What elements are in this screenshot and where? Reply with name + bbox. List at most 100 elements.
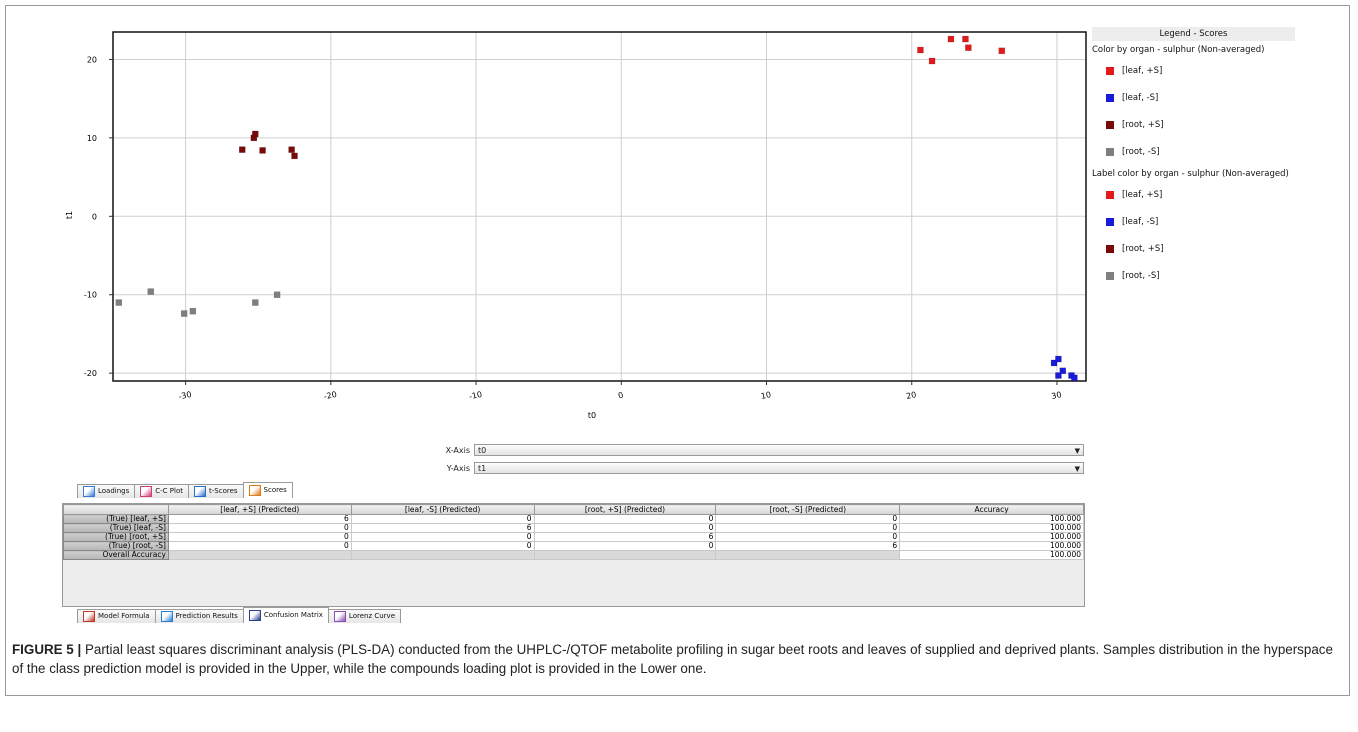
tab-label: Confusion Matrix <box>263 611 323 619</box>
x-tick-label: 0 <box>617 391 624 401</box>
column-header: [root, +S] (Predicted) <box>533 504 717 515</box>
tab-model-formula[interactable]: Model Formula <box>77 609 156 623</box>
legend-color-group-title: Color by organ - sulphur (Non-averaged) <box>1092 45 1265 55</box>
legend-item: [leaf, +S] <box>1092 181 1295 208</box>
table-cell: 6 <box>533 532 717 542</box>
table-cell: 0 <box>533 523 717 533</box>
x-tick-label: -10 <box>468 390 483 402</box>
table-row: (True) [root, +S] 0 0 6 0 100.000 <box>63 532 1084 542</box>
tab-label: Prediction Results <box>175 612 238 620</box>
legend-label: [leaf, -S] <box>1122 216 1159 227</box>
data-point <box>1059 367 1067 375</box>
y-tick-label: 10 <box>87 134 97 143</box>
data-point <box>1071 374 1078 382</box>
legend-item: [root, -S] <box>1092 138 1295 165</box>
legend-item: [leaf, -S] <box>1092 84 1295 111</box>
plot-area <box>113 32 1086 381</box>
x-tick-label: 30 <box>1051 390 1063 401</box>
data-point <box>965 44 972 51</box>
data-point <box>252 130 259 138</box>
table-cell: 6 <box>350 523 535 533</box>
y-tick-label: 0 <box>92 212 97 221</box>
tab-loadings[interactable]: Loadings <box>77 484 136 498</box>
column-header: [leaf, -S] (Predicted) <box>350 504 535 515</box>
data-point <box>1055 372 1062 379</box>
y-axis-label: Y-Axis <box>446 463 470 473</box>
table-cell: 0 <box>533 541 717 551</box>
tab-label: C-C Plot <box>155 487 183 495</box>
data-point <box>180 310 188 317</box>
data-point <box>962 35 969 43</box>
cc-plot-icon <box>140 486 153 497</box>
legend-swatch <box>1106 271 1114 280</box>
legend-swatch <box>1106 66 1114 75</box>
table-cell: 0 <box>715 523 901 533</box>
legend-swatch <box>1106 120 1114 129</box>
table-cell: 0 <box>350 532 535 542</box>
overall-accuracy-value: 100.000 <box>899 550 1084 560</box>
chevron-down-icon: ▼ <box>1074 447 1080 455</box>
axis-ticks: -30 -20 -10 0 10 20 30 -20 -10 0 10 20 <box>84 55 1062 401</box>
data-point <box>238 146 246 153</box>
data-point <box>259 147 266 154</box>
y-axis-select[interactable]: t1 ▼ <box>474 462 1084 474</box>
tab-confusion-matrix[interactable]: Confusion Matrix <box>242 607 329 623</box>
x-axis-value: t0 <box>478 446 487 455</box>
y-tick-label: 20 <box>87 55 97 64</box>
corner-header <box>63 504 169 515</box>
data-point <box>273 291 281 298</box>
legend-swatch <box>1106 93 1114 102</box>
data-point <box>1050 359 1058 367</box>
y-tick-label: -10 <box>84 291 97 300</box>
x-axis-select[interactable]: t0 ▼ <box>474 444 1084 456</box>
legend-label: [leaf, -S] <box>1122 92 1159 103</box>
table-cell: 0 <box>533 514 717 524</box>
data-point <box>1055 355 1062 363</box>
y-axis-control: Y-Axis t1 ▼ <box>420 462 1084 474</box>
plot-tab-bar: Loadings C-C Plot t-Scores Scores <box>77 482 293 498</box>
legend-item: [leaf, -S] <box>1092 208 1295 235</box>
column-header: [root, -S] (Predicted) <box>715 504 901 515</box>
y-axis-title: t1 <box>65 211 74 219</box>
data-point <box>947 35 955 43</box>
confusion-matrix-icon <box>248 610 261 621</box>
tab-scores[interactable]: Scores <box>242 482 293 498</box>
legend-panel: Legend - Scores Color by organ - sulphur… <box>1092 27 1295 289</box>
table-cell: 0 <box>167 532 352 542</box>
lorenz-curve-icon <box>333 611 346 622</box>
scores-plot: -30 -20 -10 0 10 20 30 -20 -10 0 10 20 t0 t1 <box>65 31 1087 420</box>
data-point <box>998 47 1006 55</box>
x-tick-label: -30 <box>178 390 193 402</box>
legend-swatch <box>1106 244 1114 253</box>
legend-title: Legend - Scores <box>1092 27 1295 41</box>
column-header: [leaf, +S] (Predicted) <box>167 504 352 515</box>
caption-text: Partial least squares discriminant analy… <box>12 642 1333 676</box>
tab-lorenz-curve[interactable]: Lorenz Curve <box>327 609 401 623</box>
overall-accuracy-row: Overall Accuracy 100.000 <box>63 550 1084 560</box>
legend-label: [leaf, +S] <box>1122 65 1163 76</box>
empty-cell <box>350 550 535 560</box>
confusion-matrix-table: [leaf, +S] (Predicted) [leaf, -S] (Predic… <box>63 504 1084 560</box>
tab-t-scores[interactable]: t-Scores <box>188 484 244 498</box>
table-row: (True) [root, -S] 0 0 0 6 100.000 <box>63 541 1084 551</box>
legend-label-group: [leaf, +S] [leaf, -S] [root, +S] [root, -S] <box>1092 181 1295 289</box>
x-axis-control: X-Axis t0 ▼ <box>420 444 1084 456</box>
legend-swatch <box>1106 190 1114 199</box>
data-point <box>928 57 936 65</box>
table-cell: 0 <box>350 514 535 524</box>
data-point <box>291 152 298 160</box>
tab-prediction-results[interactable]: Prediction Results <box>154 609 244 623</box>
plot-grid <box>113 32 1086 381</box>
tab-label: Lorenz Curve <box>348 612 395 620</box>
data-points <box>115 35 1078 382</box>
legend-item: [root, +S] <box>1092 111 1295 138</box>
table-cell: 0 <box>167 523 352 533</box>
empty-cell <box>533 550 717 560</box>
tab-c-c-plot[interactable]: C-C Plot <box>134 484 189 498</box>
tab-label: Model Formula <box>98 612 150 620</box>
legend-label: [root, -S] <box>1122 270 1160 281</box>
chevron-down-icon: ▼ <box>1074 465 1080 473</box>
legend-label: [root, +S] <box>1122 119 1164 130</box>
x-tick-label: 10 <box>760 390 772 401</box>
t-scores-icon <box>194 486 206 497</box>
